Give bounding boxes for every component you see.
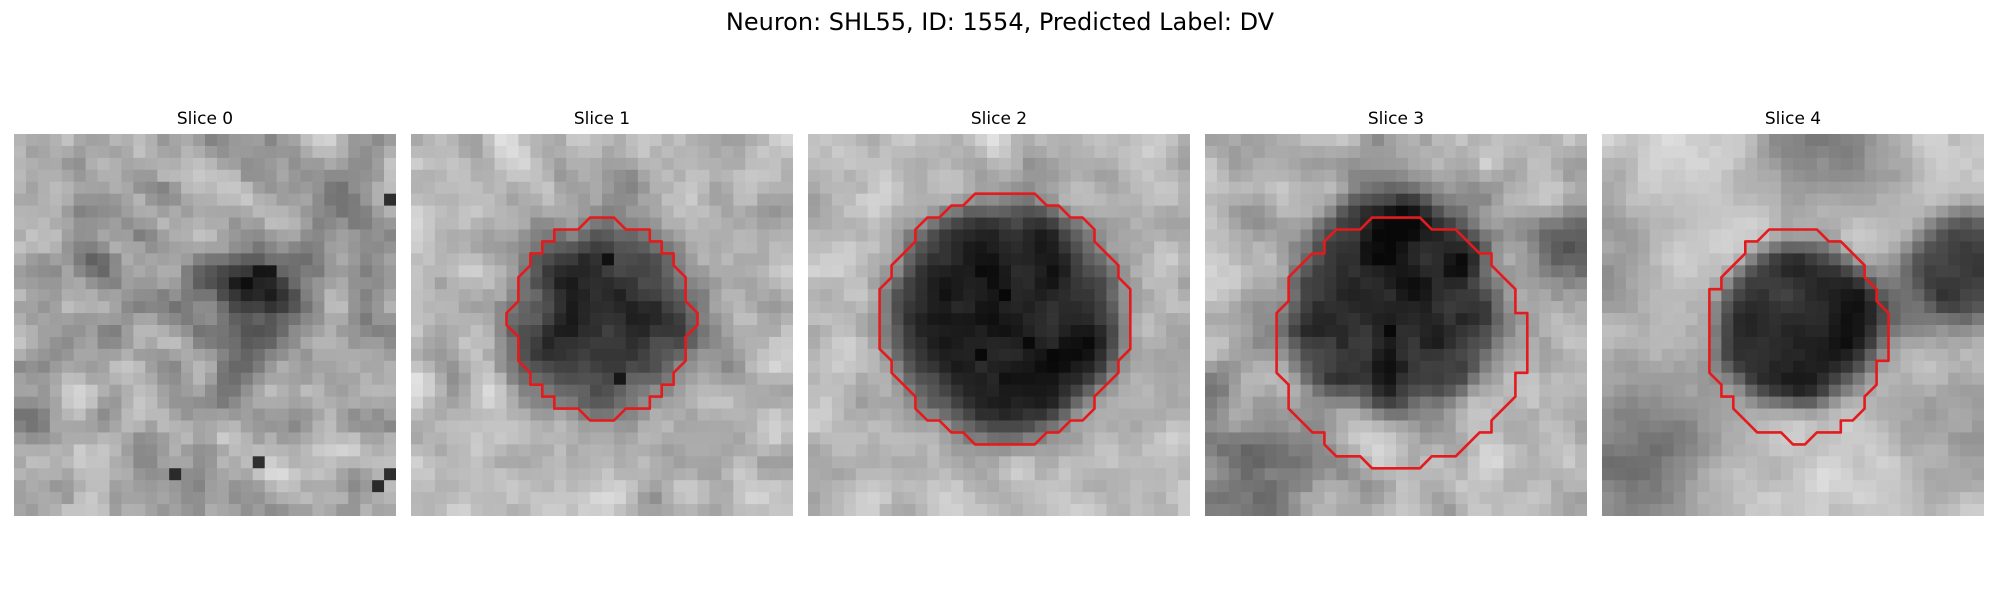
slice-image	[1205, 134, 1587, 516]
slice-title: Slice 2	[970, 109, 1028, 129]
slice-panel-3: Slice 3	[1205, 104, 1587, 516]
slice-image	[1602, 134, 1984, 516]
slice-title: Slice 1	[573, 109, 631, 129]
slice-image	[14, 134, 396, 516]
slice-panel-4: Slice 4	[1602, 104, 1984, 516]
slice-panel-0: Slice 0	[14, 104, 396, 516]
slice-title: Slice 0	[176, 109, 234, 129]
slice-panel-2: Slice 2	[808, 104, 1190, 516]
segmentation-contour	[505, 216, 699, 422]
slice-image	[808, 134, 1190, 516]
segmentation-contour	[1275, 216, 1529, 470]
slice-title: Slice 4	[1764, 109, 1822, 129]
segmentation-contour	[1708, 228, 1890, 446]
slice-panel-1: Slice 1	[411, 104, 793, 516]
segmentation-contour	[878, 192, 1132, 446]
figure-title: Neuron: SHL55, ID: 1554, Predicted Label…	[725, 8, 1275, 36]
slice-image	[411, 134, 793, 516]
slice-title: Slice 3	[1367, 109, 1425, 129]
